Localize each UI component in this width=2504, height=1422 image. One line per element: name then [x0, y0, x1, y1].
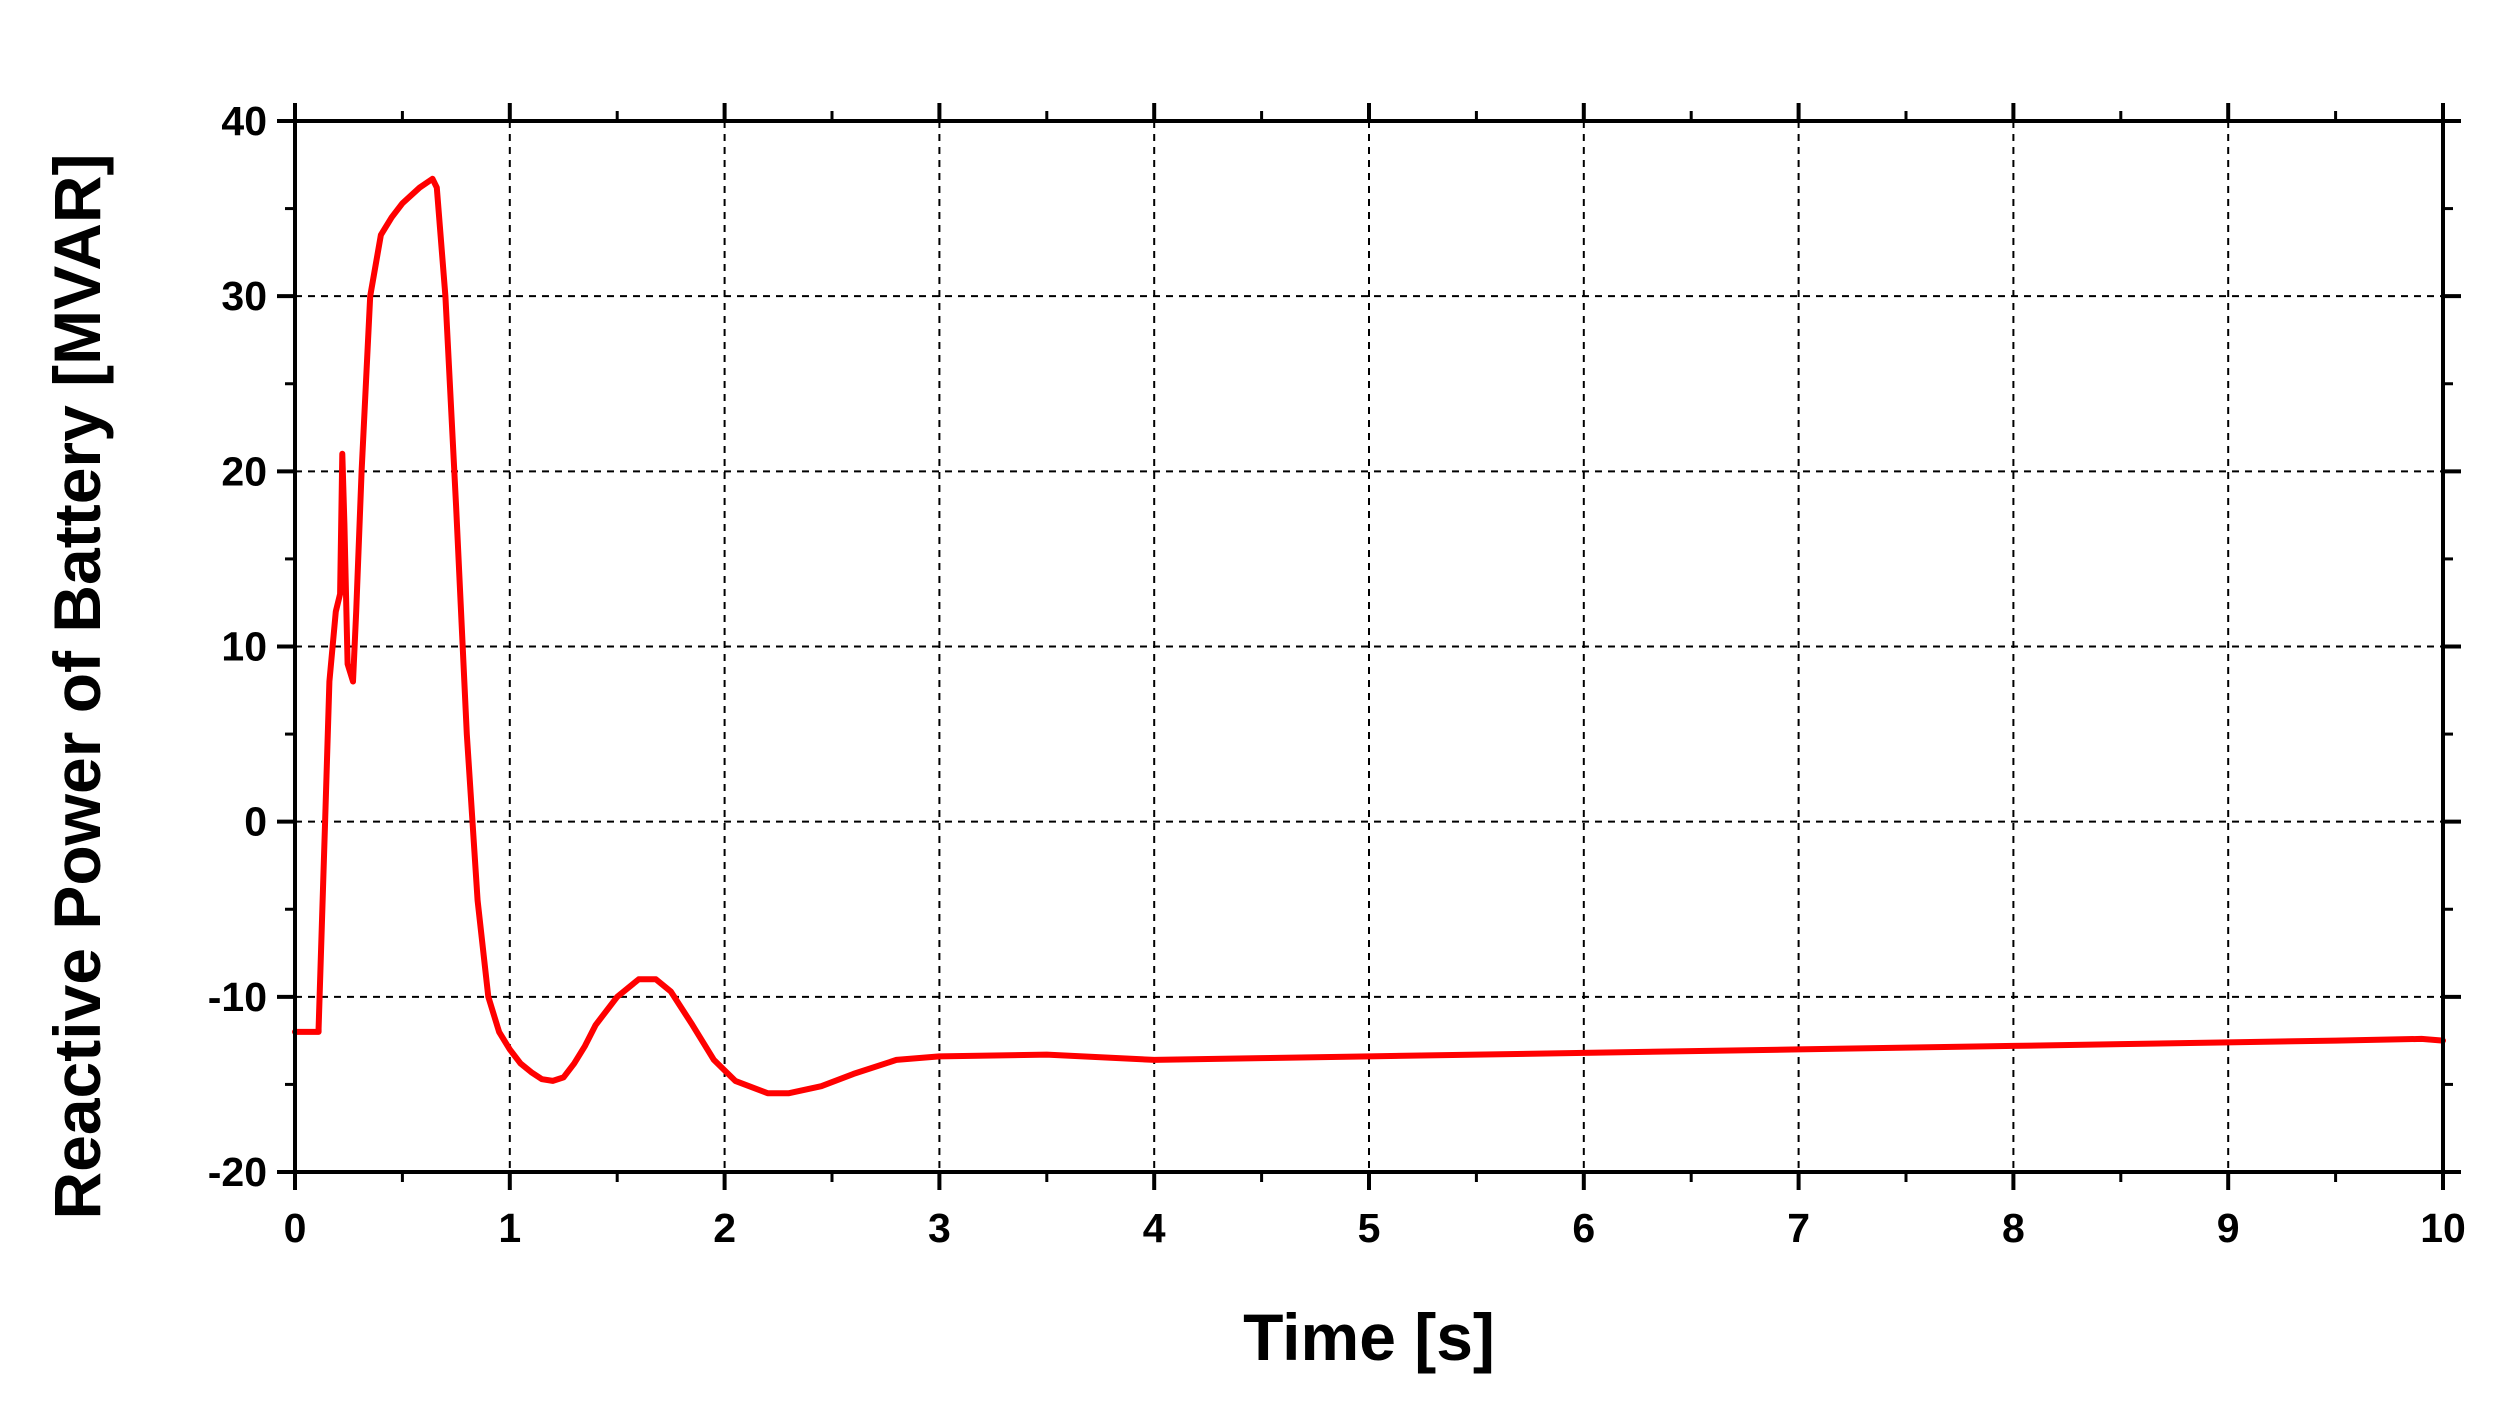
- major-ticks: [277, 103, 2461, 1190]
- x-tick-label-6: 6: [1572, 1205, 1595, 1251]
- x-tick-label-9: 9: [2217, 1205, 2240, 1251]
- y-axis-title: Reactive Power of Battery [MVAR]: [40, 153, 114, 1219]
- y-tick-label-3: 10: [221, 624, 267, 670]
- x-tick-label-8: 8: [2002, 1205, 2025, 1251]
- x-tick-label-1: 1: [498, 1205, 521, 1251]
- x-tick-label-7: 7: [1787, 1205, 1810, 1251]
- x-tick-label-4: 4: [1143, 1205, 1166, 1251]
- x-tick-label-3: 3: [928, 1205, 951, 1251]
- series-line-0: [292, 175, 2446, 1097]
- y-tick-label-5: 30: [221, 273, 267, 319]
- grid-lines: [295, 121, 2443, 1172]
- y-tick-label-2: 0: [244, 799, 267, 845]
- x-tick-label-2: 2: [713, 1205, 736, 1251]
- y-tick-label-4: 20: [221, 448, 267, 494]
- x-tick-label-5: 5: [1358, 1205, 1381, 1251]
- x-tick-label-0: 0: [284, 1205, 307, 1251]
- y-tick-label-1: -10: [208, 974, 267, 1020]
- x-tick-labels: 0 1 2 3 4 5 6 7 8 9 10: [284, 1205, 2466, 1251]
- y-tick-label-6: 40: [221, 98, 267, 144]
- plot-frame: [293, 119, 2445, 1174]
- y-tick-label-0: -20: [208, 1149, 267, 1195]
- series-layer: [292, 175, 2446, 1097]
- y-tick-labels: -20 -10 0 10 20 30 40: [208, 98, 267, 1195]
- x-axis-title: Time [s]: [1243, 1300, 1495, 1374]
- x-tick-label-10: 10: [2420, 1205, 2466, 1251]
